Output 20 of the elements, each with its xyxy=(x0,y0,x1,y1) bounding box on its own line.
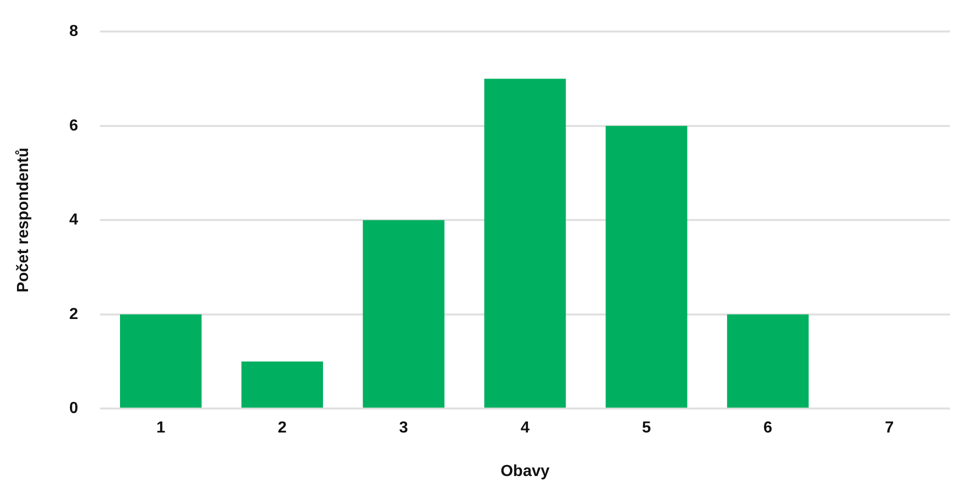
y-tick-label: 0 xyxy=(69,400,78,418)
y-tick-label: 2 xyxy=(69,306,78,323)
bar xyxy=(241,361,324,408)
x-tick-label: 7 xyxy=(884,420,894,437)
x-tick-label: 6 xyxy=(763,420,772,437)
bar xyxy=(120,314,202,408)
x-tick-label: 2 xyxy=(278,420,287,437)
x-axis-title: Obavy xyxy=(500,462,550,480)
x-tick-label: 4 xyxy=(520,420,530,437)
x-tick-label: 1 xyxy=(156,420,166,437)
bar xyxy=(484,78,566,408)
bar xyxy=(727,314,809,408)
bar xyxy=(362,220,444,408)
bar xyxy=(606,126,688,408)
y-tick-label: 6 xyxy=(69,117,78,134)
y-tick-label: 4 xyxy=(69,212,78,229)
y-axis-title: Počet respondentů xyxy=(15,148,32,293)
x-tick-label: 3 xyxy=(399,420,408,437)
x-tick-label: 5 xyxy=(642,420,652,437)
y-tick-label: 8 xyxy=(69,23,78,40)
